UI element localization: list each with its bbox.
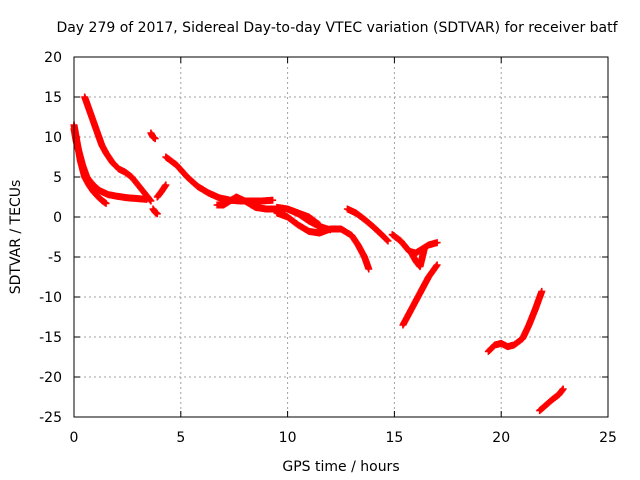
x-tick-labels: 0 5 10 15 20 25 [70,430,617,446]
x-tick-label: 20 [492,430,510,446]
y-tick-label: -15 [39,330,62,346]
data-point [153,210,161,218]
data-point [326,226,334,234]
data-points [70,93,567,415]
data-point [102,199,110,207]
plot-frame [73,56,609,418]
y-tick-label: 15 [44,90,62,106]
x-tick-label: 25 [599,430,617,446]
data-point [151,135,159,143]
data-point [383,236,391,244]
data-point [433,239,441,247]
data-point [146,196,154,204]
data-point [162,181,170,189]
data-point [559,385,567,393]
y-tick-label: -10 [39,290,62,306]
data-point [433,261,441,269]
y-tick-label: -25 [39,410,62,426]
y-tick-label: -20 [39,370,62,386]
y-tick-label: -5 [48,250,62,266]
x-tick-label: 10 [279,430,297,446]
y-tick-label: 5 [53,170,62,186]
chart-title: Day 279 of 2017, Sidereal Day-to-day VTE… [56,20,618,36]
x-tick-label: 15 [385,430,403,446]
x-axis-label: GPS time / hours [282,459,399,475]
y-axis-label: SDTVAR / TECUs [8,180,24,295]
x-tick-label: 0 [70,430,79,446]
data-point [384,237,392,245]
y-tick-labels: -25 -20 -15 -10 -5 0 5 10 15 20 [39,50,62,426]
y-tick-label: 0 [53,210,62,226]
y-tick-label: 20 [44,50,62,66]
data-point [147,197,155,205]
x-tick-label: 5 [176,430,185,446]
data-point [420,245,428,253]
data-point [365,265,373,273]
data-point [538,287,546,295]
data-point [269,196,277,204]
y-tick-label: 10 [44,130,62,146]
